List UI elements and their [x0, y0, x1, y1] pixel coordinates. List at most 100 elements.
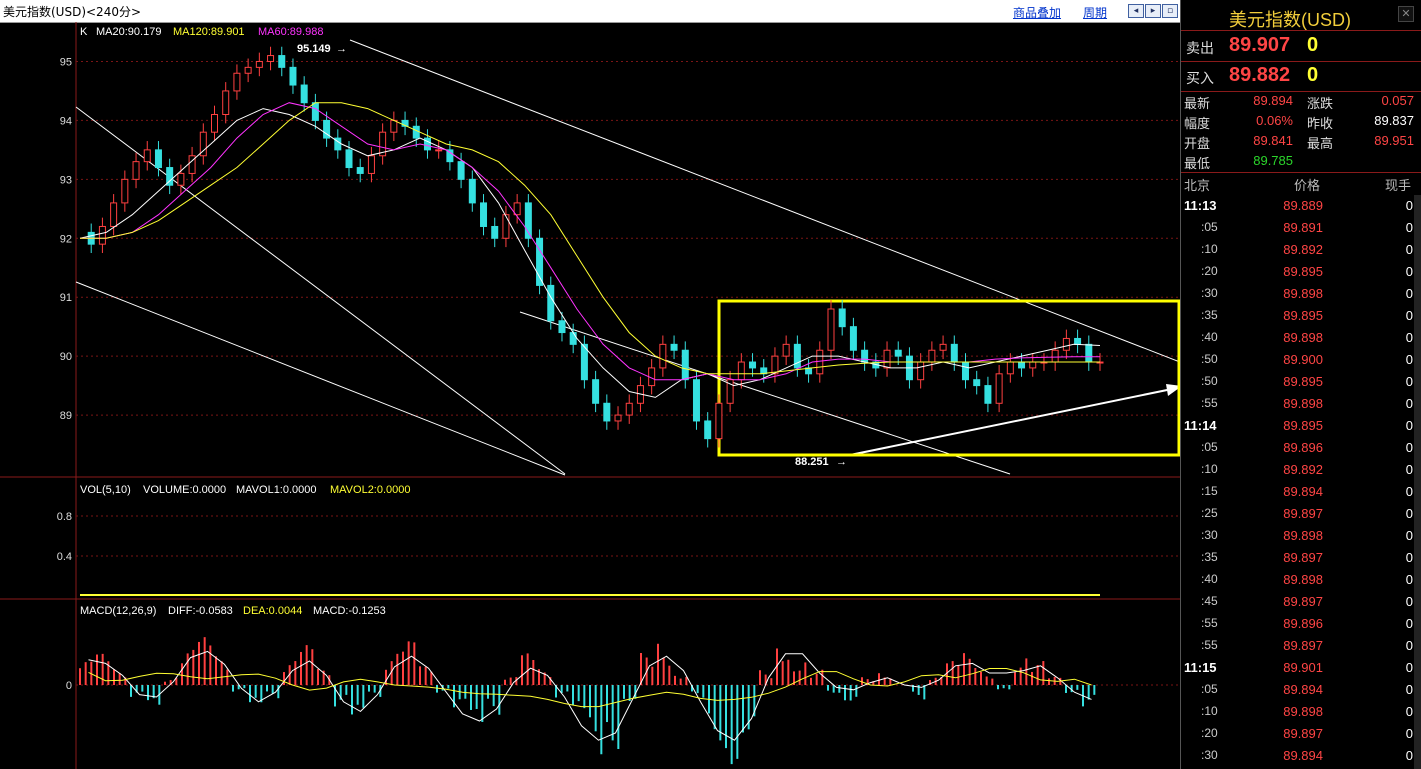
tick-qty: 0 [1405, 638, 1413, 653]
sell-price: 89.907 [1229, 34, 1291, 56]
tick-time: :25 [1201, 506, 1218, 520]
tick-time: :05 [1201, 440, 1218, 454]
candle-body [681, 349, 689, 381]
candle-body [379, 131, 387, 157]
diff-legend: DIFF:-0.0583 [168, 605, 233, 617]
tick-time: :45 [1201, 594, 1218, 608]
candle-body [670, 343, 678, 351]
volume-legend: VOLUME:0.0000 [143, 484, 226, 496]
candle-body [827, 308, 835, 351]
tick-qty: 0 [1405, 330, 1413, 345]
tick-row: :10 89.892 0 [1181, 239, 1421, 261]
tick-qty: 0 [1405, 528, 1413, 543]
candle-body [883, 349, 891, 369]
candle-body [726, 379, 734, 404]
tick-time: :05 [1201, 220, 1218, 234]
tick-qty: 0 [1405, 264, 1413, 279]
tick-header-price: 价格 [1294, 178, 1321, 193]
tick-row: :55 89.897 0 [1181, 635, 1421, 657]
candle-body [110, 202, 118, 227]
prev-icon[interactable]: ◂ [1128, 4, 1144, 18]
tick-qty: 0 [1405, 396, 1413, 411]
candle-body [446, 149, 454, 163]
candle-body [1018, 361, 1026, 369]
tick-row: :05 89.891 0 [1181, 217, 1421, 239]
tick-time: 11:14 [1184, 418, 1217, 433]
candlesticks [87, 46, 1104, 448]
candle-body [199, 131, 207, 157]
tick-time: :55 [1201, 396, 1218, 410]
buy-label: 买入 [1186, 70, 1214, 86]
dea-legend: DEA:0.0044 [243, 605, 302, 617]
candle-body [1074, 337, 1082, 345]
chart-area[interactable]: K MA20:90.179 MA120:89.901 MA60:89.988 9… [0, 22, 1180, 769]
tick-time: :10 [1201, 704, 1218, 718]
tick-qty: 0 [1405, 440, 1413, 455]
candle-body [939, 343, 947, 351]
candle-body [367, 155, 375, 174]
tick-price: 89.895 [1283, 264, 1323, 279]
candle-body [311, 102, 319, 121]
restore-icon[interactable]: ▫ [1162, 4, 1178, 18]
stat-value-prev-close: 89.837 [1374, 113, 1414, 128]
tick-time: :15 [1201, 484, 1218, 498]
window-title: 美元指数(USD)<240分> [3, 5, 142, 19]
candle-body [849, 326, 857, 351]
next-icon[interactable]: ▸ [1145, 4, 1161, 18]
tick-price: 89.897 [1283, 506, 1323, 521]
tick-time: :20 [1201, 264, 1218, 278]
stat-value-change: 0.057 [1381, 93, 1414, 108]
stat-value-high: 89.951 [1374, 133, 1414, 148]
tick-time: :30 [1201, 286, 1218, 300]
tick-price: 89.898 [1283, 330, 1323, 345]
candle-body [558, 320, 566, 334]
candle-body [480, 202, 488, 227]
tick-price: 89.892 [1283, 462, 1323, 477]
moving-average-lines [79, 102, 1101, 398]
tick-price: 89.898 [1283, 528, 1323, 543]
candle-body [659, 343, 667, 369]
period-link[interactable]: 周期 [1083, 6, 1108, 20]
candle-body [244, 66, 252, 74]
candle-body [435, 149, 443, 152]
candle-body [166, 167, 174, 186]
candle-body [861, 349, 869, 363]
tick-time: :30 [1201, 528, 1218, 542]
tick-time: :50 [1201, 374, 1218, 388]
candle-body [1051, 349, 1059, 363]
stat-label-change: 涨跌 [1307, 96, 1334, 111]
range-box [717, 299, 1180, 457]
instrument-name: 美元指数(USD) [1229, 10, 1351, 30]
overlay-link[interactable]: 商品叠加 [1013, 6, 1062, 20]
channel-line-lower [75, 281, 566, 476]
candle-body [536, 237, 544, 286]
sell-row: 卖出 89.907 0 [1181, 31, 1421, 62]
tick-price: 89.896 [1283, 440, 1323, 455]
candle-body [524, 202, 532, 239]
close-icon[interactable]: ✕ [1398, 6, 1414, 22]
tick-qty: 0 [1405, 220, 1413, 235]
candle-body [267, 55, 275, 62]
tick-price: 89.901 [1283, 660, 1323, 675]
tick-scrollbar[interactable] [1414, 195, 1421, 769]
candle-body [457, 161, 465, 180]
tick-price: 89.898 [1283, 286, 1323, 301]
candle-body [1062, 337, 1070, 351]
quote-panel: 美元指数(USD) ✕ 卖出 89.907 0 买入 89.882 0 最新 8… [1180, 0, 1421, 769]
tick-time: 11:13 [1184, 198, 1217, 213]
candle-body [603, 402, 611, 422]
tick-header-qty: 现手 [1385, 178, 1412, 193]
tick-qty: 0 [1405, 418, 1413, 433]
tick-time: :30 [1201, 748, 1218, 762]
tick-time: :10 [1201, 242, 1218, 256]
mavol1-legend: MAVOL1:0.0000 [236, 484, 317, 496]
candle-body [894, 349, 902, 357]
candle-body [950, 343, 958, 363]
candle-body [390, 119, 398, 133]
tick-time: :20 [1201, 726, 1218, 740]
tick-row: :40 89.898 0 [1181, 327, 1421, 349]
tick-qty: 0 [1405, 242, 1413, 257]
candle-body [154, 149, 162, 169]
stat-value-open: 89.841 [1253, 133, 1293, 148]
candle-body [1085, 343, 1093, 363]
